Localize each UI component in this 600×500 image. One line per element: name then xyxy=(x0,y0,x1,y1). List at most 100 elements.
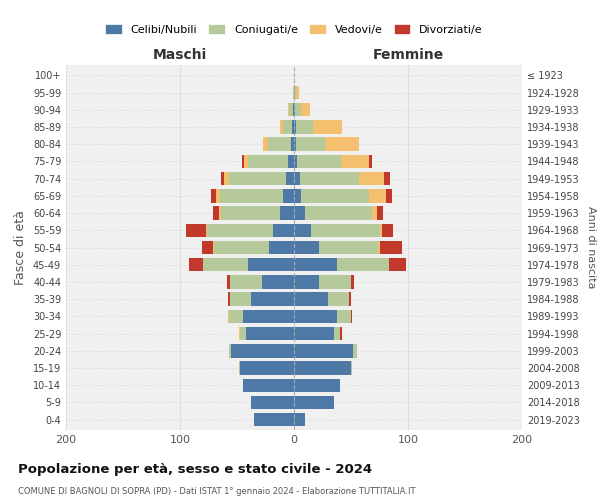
Bar xyxy=(229,310,242,323)
Bar xyxy=(294,120,296,134)
Text: Femmine: Femmine xyxy=(373,48,443,62)
Bar xyxy=(301,189,369,202)
Bar xyxy=(208,224,274,237)
Bar xyxy=(221,206,280,220)
Bar xyxy=(293,103,294,117)
Bar xyxy=(217,189,220,202)
Bar xyxy=(294,154,298,168)
Bar xyxy=(294,292,328,306)
Bar xyxy=(283,120,292,134)
Bar xyxy=(294,362,351,374)
Bar xyxy=(221,172,224,186)
Bar xyxy=(294,138,296,151)
Bar xyxy=(371,206,377,220)
Bar xyxy=(211,189,217,202)
Bar xyxy=(337,310,351,323)
Bar xyxy=(379,241,380,254)
Bar xyxy=(206,224,208,237)
Bar xyxy=(202,241,213,254)
Bar xyxy=(294,378,340,392)
Bar xyxy=(283,189,294,202)
Bar xyxy=(300,172,359,186)
Bar xyxy=(251,396,294,409)
Bar xyxy=(380,224,382,237)
Legend: Celibi/Nubili, Coniugati/e, Vedovi/e, Divorziati/e: Celibi/Nubili, Coniugati/e, Vedovi/e, Di… xyxy=(101,20,487,39)
Bar xyxy=(294,206,305,220)
Bar xyxy=(328,292,349,306)
Bar xyxy=(185,224,206,237)
Bar xyxy=(274,224,294,237)
Bar xyxy=(313,120,342,134)
Bar xyxy=(296,138,325,151)
Bar xyxy=(213,241,214,254)
Bar xyxy=(230,275,262,288)
Bar xyxy=(219,206,221,220)
Bar xyxy=(294,189,301,202)
Bar xyxy=(248,154,289,168)
Bar xyxy=(380,241,403,254)
Bar xyxy=(294,310,337,323)
Bar xyxy=(213,206,219,220)
Bar xyxy=(214,241,269,254)
Bar xyxy=(230,292,251,306)
Bar xyxy=(294,275,319,288)
Bar xyxy=(359,172,384,186)
Bar xyxy=(242,378,294,392)
Bar xyxy=(325,138,359,151)
Bar xyxy=(369,154,371,168)
Bar xyxy=(298,154,341,168)
Bar xyxy=(189,258,203,272)
Bar xyxy=(220,189,283,202)
Bar xyxy=(228,292,230,306)
Bar xyxy=(292,120,294,134)
Bar xyxy=(262,275,294,288)
Bar xyxy=(294,103,295,117)
Bar xyxy=(319,241,379,254)
Bar xyxy=(280,120,283,134)
Bar xyxy=(341,154,369,168)
Bar xyxy=(389,258,406,272)
Y-axis label: Fasce di età: Fasce di età xyxy=(14,210,27,285)
Bar xyxy=(296,86,299,100)
Bar xyxy=(289,103,293,117)
Bar xyxy=(227,275,230,288)
Bar xyxy=(239,327,241,340)
Text: Popolazione per età, sesso e stato civile - 2024: Popolazione per età, sesso e stato civil… xyxy=(18,462,372,475)
Bar xyxy=(295,103,301,117)
Bar xyxy=(286,172,294,186)
Bar xyxy=(263,138,268,151)
Bar xyxy=(311,224,380,237)
Bar xyxy=(229,172,286,186)
Bar xyxy=(351,275,355,288)
Bar xyxy=(229,344,232,358)
Text: Maschi: Maschi xyxy=(153,48,207,62)
Bar xyxy=(301,103,310,117)
Bar xyxy=(369,189,386,202)
Bar xyxy=(232,344,294,358)
Bar xyxy=(254,413,294,426)
Bar xyxy=(377,206,383,220)
Bar xyxy=(349,292,351,306)
Bar xyxy=(293,86,294,100)
Bar xyxy=(289,154,294,168)
Bar xyxy=(334,327,340,340)
Bar xyxy=(224,172,229,186)
Bar xyxy=(386,189,392,202)
Bar xyxy=(294,258,337,272)
Bar xyxy=(251,292,294,306)
Bar xyxy=(242,310,294,323)
Text: COMUNE DI BAGNOLI DI SOPRA (PD) - Dati ISTAT 1° gennaio 2024 - Elaborazione TUTT: COMUNE DI BAGNOLI DI SOPRA (PD) - Dati I… xyxy=(18,488,415,496)
Bar xyxy=(319,275,351,288)
Bar xyxy=(294,327,334,340)
Y-axis label: Anni di nascita: Anni di nascita xyxy=(586,206,596,289)
Bar xyxy=(241,362,294,374)
Bar xyxy=(241,327,246,340)
Bar xyxy=(246,327,294,340)
Bar xyxy=(351,362,352,374)
Bar xyxy=(294,413,305,426)
Bar xyxy=(290,138,294,151)
Bar xyxy=(353,344,357,358)
Bar xyxy=(228,310,229,323)
Bar xyxy=(203,258,248,272)
Bar xyxy=(294,224,311,237)
